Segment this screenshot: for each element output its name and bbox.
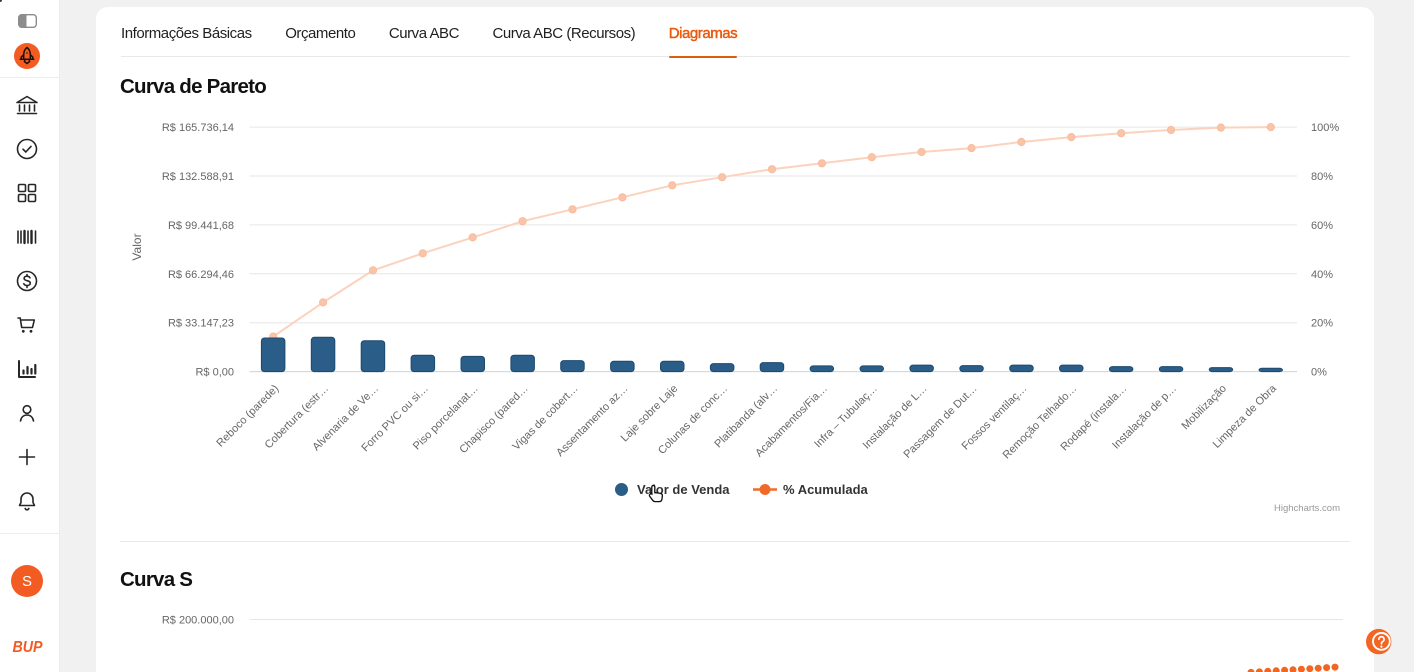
svg-text:R$ 99.441,68: R$ 99.441,68 xyxy=(168,220,234,232)
svg-text:R$ 165.736,14: R$ 165.736,14 xyxy=(162,122,234,134)
svg-text:80%: 80% xyxy=(1311,171,1333,183)
svg-text:Highcharts.com: Highcharts.com xyxy=(1274,503,1340,514)
svg-text:0%: 0% xyxy=(1311,367,1327,379)
svg-text:60%: 60% xyxy=(1311,220,1333,232)
svg-text:R$ 132.588,91: R$ 132.588,91 xyxy=(162,171,234,183)
svg-text:% Acumulada: % Acumulada xyxy=(783,482,869,497)
svg-text:40%: 40% xyxy=(1311,269,1333,281)
svg-text:100%: 100% xyxy=(1311,122,1339,134)
svg-text:Mobilização: Mobilização xyxy=(1179,383,1229,433)
svg-text:R$ 66.294,46: R$ 66.294,46 xyxy=(168,269,234,281)
svg-text:R$ 200.000,00: R$ 200.000,00 xyxy=(162,615,234,627)
svg-text:R$ 33.147,23: R$ 33.147,23 xyxy=(168,318,234,330)
svg-text:Valor: Valor xyxy=(130,233,144,260)
svg-text:20%: 20% xyxy=(1311,318,1333,330)
svg-text:R$ 0,00: R$ 0,00 xyxy=(195,367,234,379)
svg-text:BUP: BUP xyxy=(13,639,43,655)
